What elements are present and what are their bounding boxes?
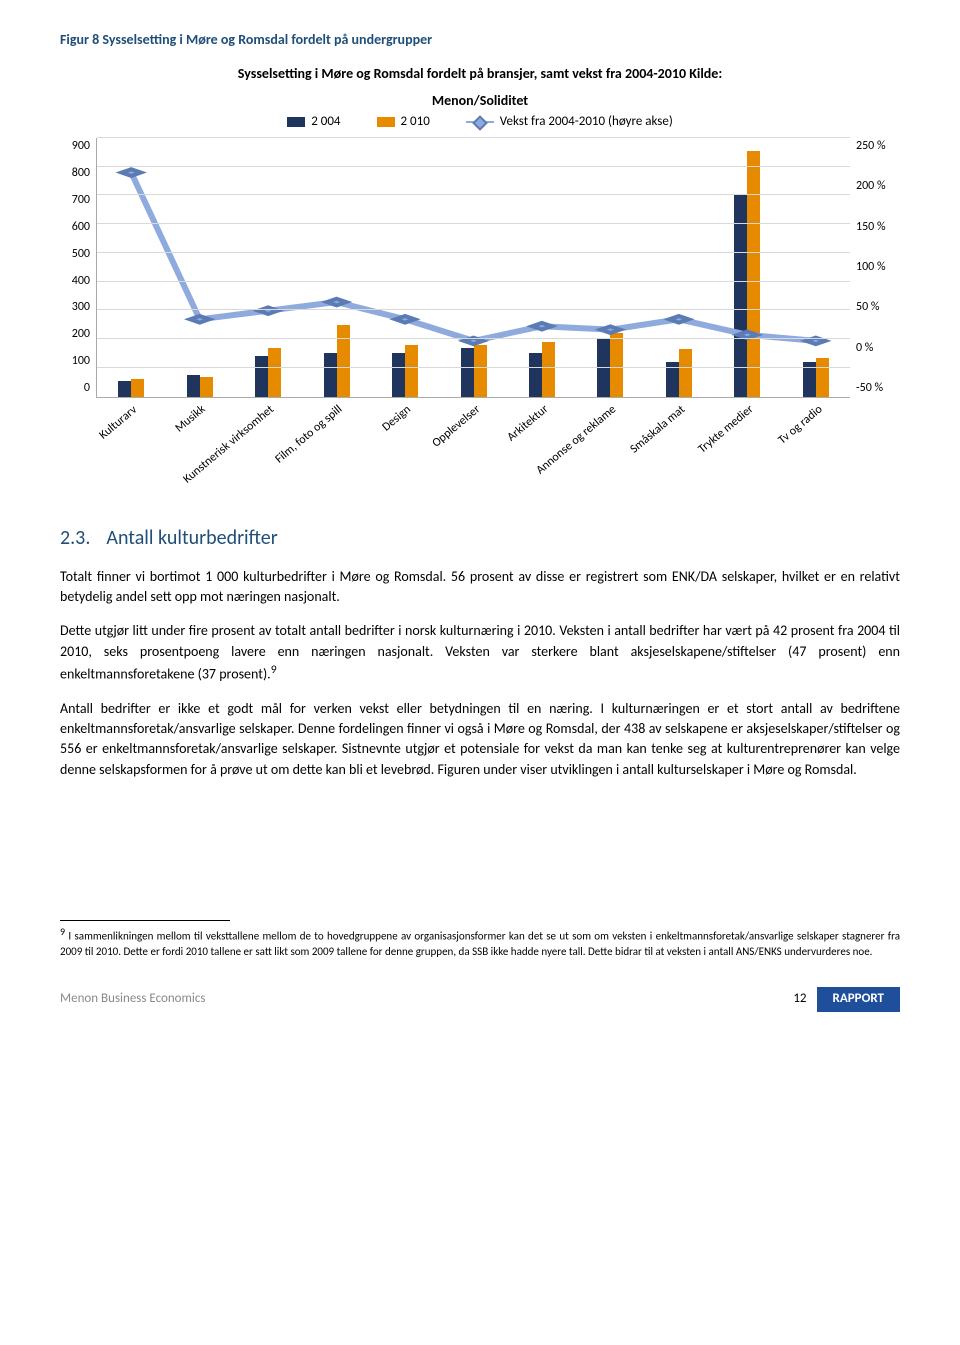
y-axis-left: 9008007006005004003002001000: [60, 138, 96, 398]
paragraph-2: Dette utgjør litt under fire prosent av …: [60, 621, 900, 685]
legend-label: Vekst fra 2004-2010 (høyre akse): [500, 113, 673, 132]
section-title: Antall kulturbedrifter: [106, 526, 277, 550]
footnote-separator: [60, 920, 230, 921]
section-heading: 2.3. Antall kulturbedrifter: [60, 524, 900, 553]
legend-swatch-2004: [287, 117, 305, 127]
legend-label: 2 010: [401, 113, 430, 132]
legend-growth: Vekst fra 2004-2010 (høyre akse): [466, 113, 673, 132]
legend-2010: 2 010: [377, 113, 430, 132]
x-axis-labels: KulturarvMusikkKunstnerisk virksomhetFil…: [96, 398, 850, 494]
legend-2004: 2 004: [287, 113, 340, 132]
chart-title-line2: Menon/Soliditet: [60, 91, 900, 111]
chart-legend: 2 004 2 010 Vekst fra 2004-2010 (høyre a…: [60, 113, 900, 132]
legend-label: 2 004: [311, 113, 340, 132]
footnote: 9 I sammenlikningen mellom til veksttall…: [60, 925, 900, 959]
page-footer: Menon Business Economics 12 RAPPORT: [0, 987, 960, 1032]
paragraph-3: Antall bedrifter er ikke et godt mål for…: [60, 699, 900, 780]
section-number: 2.3.: [60, 526, 90, 550]
y-axis-right: 250 %200 %150 %100 %50 %0 %-50 %: [850, 138, 900, 398]
employment-chart: Sysselsetting i Møre og Romsdal fordelt …: [60, 64, 900, 493]
plot-area: [96, 138, 850, 398]
footer-company: Menon Business Economics: [60, 990, 205, 1009]
paragraph-1: Totalt finner vi bortimot 1 000 kulturbe…: [60, 567, 900, 608]
chart-title-line1: Sysselsetting i Møre og Romsdal fordelt …: [60, 64, 900, 84]
page-number: 12: [793, 990, 806, 1009]
legend-swatch-line: [466, 121, 494, 123]
legend-swatch-2010: [377, 117, 395, 127]
report-badge: RAPPORT: [817, 987, 900, 1012]
body-text: Totalt finner vi bortimot 1 000 kulturbe…: [60, 567, 900, 780]
figure-caption: Figur 8 Sysselsetting i Møre og Romsdal …: [60, 30, 900, 50]
